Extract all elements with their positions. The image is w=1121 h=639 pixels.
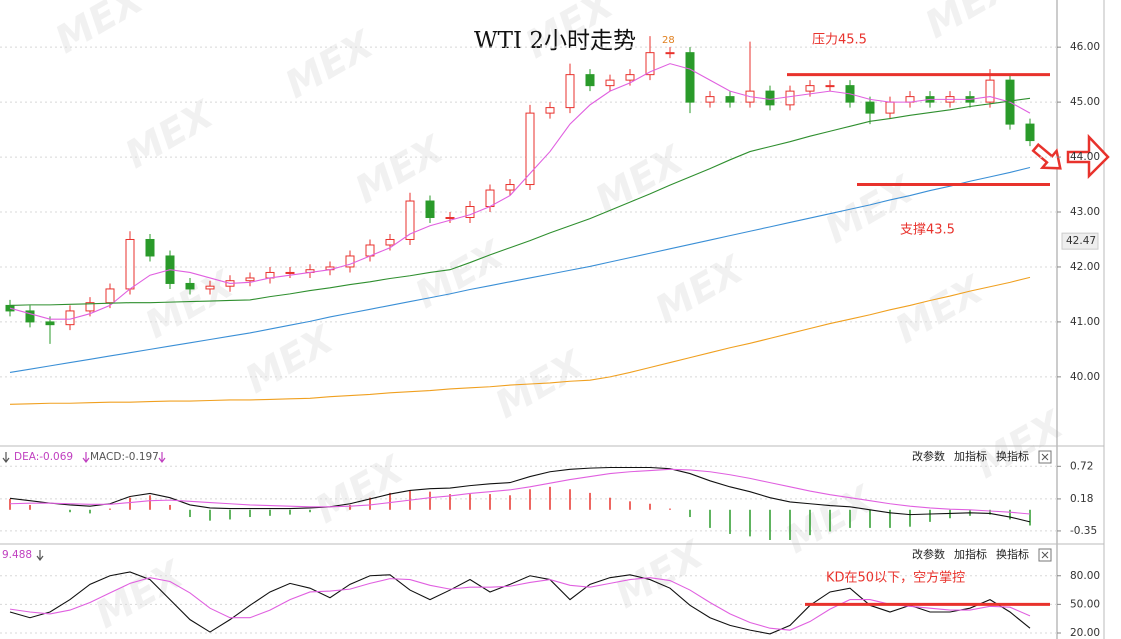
annotation: 支撑43.5 [900,223,955,238]
candle-body [125,238,135,290]
legend-arrow [82,452,90,463]
y-tick-label: 46.00 [1070,41,1100,53]
legend-arrow [2,452,10,463]
candle-body [545,107,555,114]
legend-item: MACD:-0.197 [90,451,159,463]
price-label: 42.47 [1066,235,1096,247]
legend-arrow [158,452,166,463]
candle-body [5,304,15,312]
legend-arrow [36,550,44,561]
candle-body [785,90,795,106]
candle-body [1025,123,1035,142]
close-icon [1041,551,1049,559]
candle-body [345,255,355,268]
candle-body [445,217,455,220]
candle-body [385,238,395,246]
y-tick-label: 0.72 [1070,460,1093,472]
control-button[interactable]: 加指标 [954,449,987,463]
candle-body [105,288,115,304]
candle-body [685,52,695,103]
close-button[interactable] [1038,548,1052,562]
arrow-large [1066,133,1110,180]
high-label: 28 [662,35,675,46]
candle-body [505,184,515,191]
y-tick-label: 80.00 [1070,570,1100,582]
candle-body [605,79,615,87]
candle-body [705,96,715,103]
candle-body [825,85,835,88]
y-tick-label: 44.00 [1070,151,1100,163]
candle-body [465,206,475,219]
candle-body [85,302,95,312]
candle-body [405,200,415,240]
control-button[interactable]: 加指标 [954,547,987,561]
line-series [9,63,1031,320]
line-series [9,97,1031,306]
price-label-box [1061,232,1099,250]
candle-body [985,79,995,103]
control-button[interactable]: 换指标 [996,547,1029,561]
close-button[interactable] [1038,450,1052,464]
arrow-small [1031,142,1062,170]
control-button[interactable]: 改参数 [912,547,945,561]
line-series [9,577,1031,631]
annotation: KD在50以下，空方掌控 [826,570,965,586]
y-tick-label: 42.00 [1070,261,1100,273]
line-series [9,468,1031,515]
close-icon [1041,453,1049,461]
y-tick-label: -0.35 [1070,525,1097,537]
y-tick-label: 41.00 [1070,316,1100,328]
candle-body [25,310,35,323]
control-button[interactable]: 改参数 [912,449,945,463]
annotation: 压力45.5 [812,33,867,48]
candle-body [205,285,215,290]
candle-body [425,200,435,219]
candle-body [885,101,895,114]
candle-body [245,277,255,282]
y-tick-label: 20.00 [1070,627,1100,639]
candle-body [585,74,595,87]
candle-body [45,321,55,326]
candle-body [285,271,295,274]
y-tick-label: 40.00 [1070,371,1100,383]
candle-body [865,101,875,114]
candle-body [525,112,535,186]
candle-body [565,74,575,109]
candle-body [645,52,655,76]
y-tick-label: 45.00 [1070,96,1100,108]
candle-body [625,74,635,81]
line-series [9,276,1031,405]
candle-body [805,85,815,92]
legend-item: 9.488 [2,549,32,561]
control-button[interactable]: 换指标 [996,449,1029,463]
y-tick-label: 43.00 [1070,206,1100,218]
candle-body [665,52,675,55]
line-series [9,166,1031,374]
legend-item: DEA:-0.069 [14,451,73,463]
candle-body [65,310,75,326]
candle-body [485,189,495,208]
candle-body [765,90,775,106]
y-tick-label: 50.00 [1070,598,1100,610]
candle-body [725,96,735,103]
candle-body [145,238,155,257]
y-tick-label: 0.18 [1070,493,1093,505]
line-series [9,571,1031,635]
chart-title: WTI 2小时走势 [474,28,636,54]
candle-body [185,282,195,290]
line-series [9,466,1031,523]
